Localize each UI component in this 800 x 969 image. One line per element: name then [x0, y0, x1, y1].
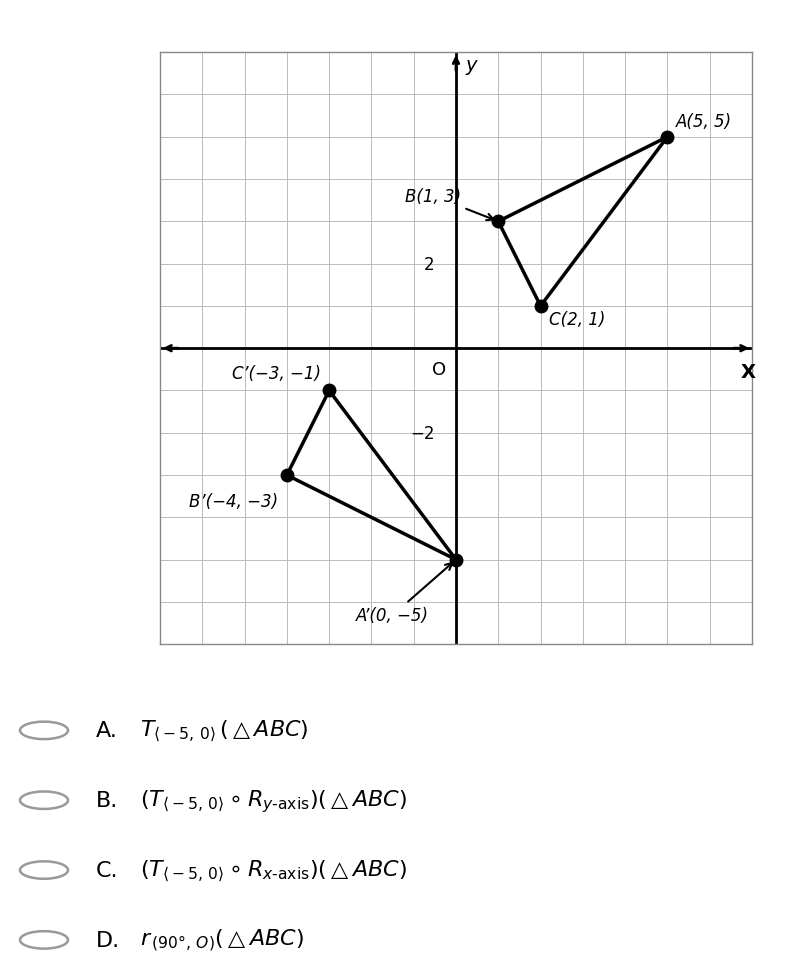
Text: A(5, 5): A(5, 5): [676, 113, 732, 131]
Text: A’(0, −5): A’(0, −5): [356, 563, 452, 624]
Text: O: O: [432, 361, 446, 379]
Text: C(2, 1): C(2, 1): [549, 311, 606, 328]
Text: D.: D.: [96, 930, 120, 950]
Text: B’(−4, −3): B’(−4, −3): [190, 492, 278, 511]
Text: A.: A.: [96, 721, 118, 740]
Text: $r_{\,(90°,\,O)}(\triangle ABC)$: $r_{\,(90°,\,O)}(\triangle ABC)$: [140, 926, 304, 953]
Text: C’(−3, −1): C’(−3, −1): [232, 364, 321, 383]
Text: $T_{\langle -5,\,0\rangle}\,(\triangle ABC)$: $T_{\langle -5,\,0\rangle}\,(\triangle A…: [140, 718, 309, 743]
Text: B.: B.: [96, 791, 118, 810]
Text: 2: 2: [424, 256, 435, 273]
Text: X: X: [740, 362, 755, 382]
Text: C.: C.: [96, 860, 118, 880]
Text: y: y: [465, 56, 477, 76]
Text: B(1, 3): B(1, 3): [406, 188, 494, 221]
Text: $(T_{\langle -5,\,0\rangle} \circ R_{y\text{-axis}})(\triangle ABC)$: $(T_{\langle -5,\,0\rangle} \circ R_{y\t…: [140, 787, 407, 814]
Text: −2: −2: [410, 424, 435, 442]
Text: $(T_{\langle -5,\,0\rangle} \circ R_{x\text{-axis}})(\triangle ABC)$: $(T_{\langle -5,\,0\rangle} \circ R_{x\t…: [140, 858, 407, 883]
